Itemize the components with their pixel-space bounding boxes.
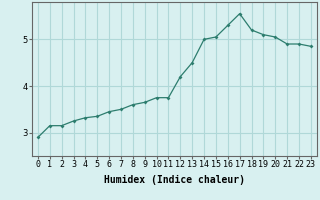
X-axis label: Humidex (Indice chaleur): Humidex (Indice chaleur) [104,175,245,185]
